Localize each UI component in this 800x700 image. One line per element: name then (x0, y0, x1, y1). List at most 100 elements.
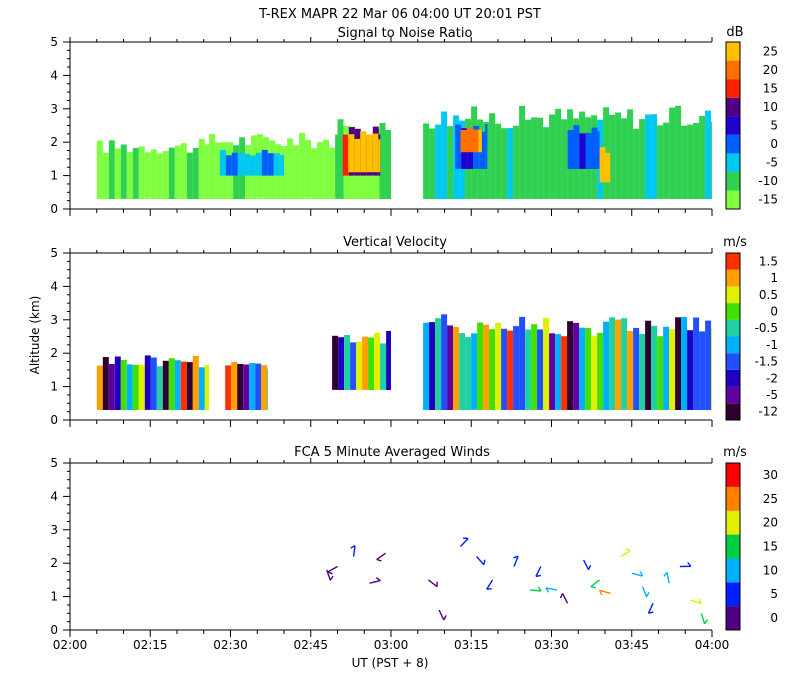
colorbar-label: 5 (770, 119, 778, 133)
heatmap-cell (150, 149, 157, 199)
heatmap-cell (460, 130, 467, 153)
heatmap-cell (186, 152, 193, 199)
wind-barb-flag (645, 592, 650, 598)
colorbar-segment (726, 606, 740, 630)
wind-barb (352, 545, 356, 557)
wind-barb-flag (513, 555, 519, 559)
heatmap-cell (705, 110, 712, 199)
colorbar-segment (726, 369, 740, 387)
colorbar-segment (726, 582, 740, 607)
heatmap-cell (378, 139, 381, 173)
heatmap-cell (501, 328, 508, 410)
heatmap-cell (549, 333, 556, 410)
heatmap-cell (663, 326, 670, 410)
wind-barb (476, 556, 485, 566)
colorbar-label: 5 (770, 587, 778, 601)
heatmap-cell (603, 321, 610, 410)
y-tick-label: 4 (50, 68, 58, 82)
wind-barb (545, 587, 557, 591)
heatmap-cell (380, 343, 387, 390)
colorbar-label: 1.5 (759, 254, 778, 268)
heatmap-cell (519, 316, 526, 410)
heatmap-cell (537, 117, 544, 199)
panel-vv-data (96, 314, 712, 410)
heatmap-cell (555, 334, 562, 410)
heatmap-cell (639, 333, 646, 410)
heatmap-cell (342, 134, 349, 176)
heatmap-cell (543, 317, 550, 410)
wind-barb (327, 565, 338, 573)
colorbar-segment (726, 269, 740, 287)
heatmap-cell (615, 319, 622, 410)
heatmap-cell (477, 322, 484, 410)
heatmap-cell (317, 142, 324, 199)
heatmap-cell (537, 329, 544, 410)
heatmap-cell (699, 116, 706, 199)
colorbar-label: -10 (758, 174, 778, 188)
colorbar-segment (726, 486, 740, 511)
colorbar-label: -5 (766, 156, 778, 170)
wind-barb (326, 569, 331, 581)
heatmap-cell (368, 337, 375, 390)
wind-barb-flag (537, 586, 542, 592)
wind-barb (376, 552, 387, 561)
x-tick-label: 02:45 (293, 638, 328, 652)
x-tick-label: 03:00 (374, 638, 409, 652)
heatmap-cell (311, 148, 318, 199)
y-tick-label: 0 (50, 202, 58, 216)
heatmap-cell (354, 138, 361, 173)
heatmap-cell (621, 318, 628, 410)
heatmap-cell (651, 114, 658, 199)
heatmap-cell (198, 367, 205, 410)
heatmap-cell (243, 364, 250, 410)
panel-snr-data (96, 105, 712, 199)
heatmap-cell (609, 114, 616, 199)
panel-snr-title: Signal to Noise Ratio (338, 26, 473, 41)
heatmap-cell (162, 360, 169, 410)
colorbar-label: 25 (763, 492, 778, 506)
heatmap-cell (693, 317, 700, 410)
wind-barb-flag (559, 593, 564, 599)
wind-barb (530, 589, 542, 592)
heatmap-cell (435, 124, 442, 199)
heatmap-cell (597, 332, 604, 410)
heatmap-cell (627, 109, 634, 199)
heatmap-cell (362, 336, 369, 390)
wind-barb-flag (587, 564, 592, 570)
heatmap-cell (156, 366, 163, 410)
wind-barb (486, 579, 494, 590)
heatmap-cell (255, 152, 262, 176)
heatmap-cell (267, 153, 274, 176)
colorbar-label: 0 (770, 304, 778, 318)
heatmap-cell (423, 123, 430, 199)
wind-barb-flag (663, 572, 668, 577)
panel-winds-colorbar-unit: m/s (723, 445, 747, 460)
heatmap-cell (579, 133, 586, 169)
panel-winds-title: FCA 5 Minute Averaged Winds (294, 445, 490, 460)
wind-barb-flag (545, 587, 550, 593)
heatmap-cell (174, 145, 181, 199)
wind-barb-flag (329, 575, 334, 581)
heatmap-cell (472, 129, 479, 153)
heatmap-cell (237, 153, 244, 176)
heatmap-cell (693, 122, 700, 199)
wind-barb (438, 609, 445, 621)
heatmap-cell (615, 112, 622, 199)
colorbar-label: 10 (763, 563, 778, 577)
colorbar-segment (726, 303, 740, 320)
y-tick-label: 1 (50, 380, 58, 394)
heatmap-cell (675, 105, 682, 199)
wind-barb-flag (376, 558, 382, 562)
heatmap-cell (162, 151, 169, 199)
wind-barb-flag (375, 577, 381, 582)
heatmap-cell (681, 316, 688, 410)
heatmap-cell (466, 127, 473, 153)
heatmap-cell (585, 328, 592, 410)
panel-vv-ylabel: Altitude (km) (28, 296, 42, 375)
heatmap-cell (599, 147, 606, 183)
panel-vv-colorbar-unit: m/s (723, 235, 747, 250)
heatmap-cell (102, 152, 109, 199)
heatmap-cell (573, 322, 580, 410)
heatmap-cell (479, 131, 486, 169)
